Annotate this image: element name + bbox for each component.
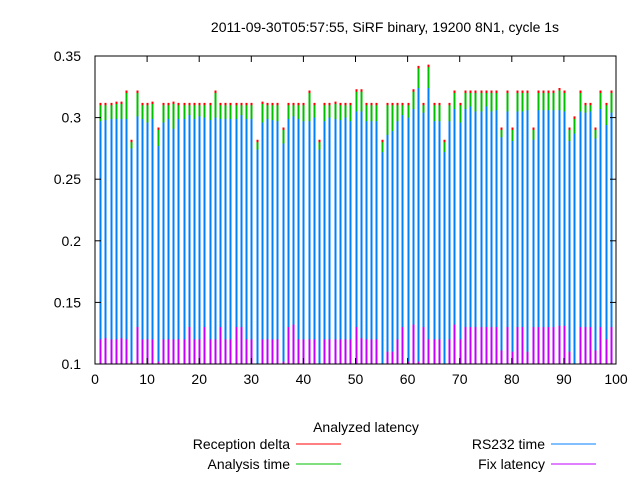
x-tick-label: 40 <box>296 371 312 387</box>
y-tick-label: 0.25 <box>54 171 81 187</box>
bars-layer <box>99 64 613 364</box>
x-tick-label: 20 <box>191 371 207 387</box>
legend-label: Fix latency <box>478 456 545 472</box>
y-tick-label: 0.3 <box>62 110 82 126</box>
legend-label: Analysis time <box>208 456 291 472</box>
x-tick-label: 0 <box>91 371 99 387</box>
x-tick-label: 80 <box>504 371 520 387</box>
axes-layer: 0 10 20 30 40 50 60 70 80 90 100 0.1 0.15 0.2 0.25 0.3 0… <box>54 48 628 387</box>
x-tick-label: 30 <box>244 371 260 387</box>
series-fix-latency <box>99 324 613 364</box>
y-tick-label: 0.15 <box>54 294 81 310</box>
x-tick-label: 90 <box>556 371 572 387</box>
x-tick-label: 100 <box>604 371 628 387</box>
y-tick-label: 0.35 <box>54 48 81 64</box>
x-tick-label: 70 <box>452 371 468 387</box>
legend-label: Reception delta <box>193 436 291 452</box>
series-rs232-time <box>99 88 613 364</box>
legend: Analyzed latency Reception delta Analysis… <box>193 419 596 472</box>
x-tick-label: 50 <box>348 371 364 387</box>
y-tick-label: 0.2 <box>62 233 82 249</box>
y-tick-label: 0.1 <box>62 356 82 372</box>
legend-label: RS232 time <box>472 436 545 452</box>
legend-title: Analyzed latency <box>313 419 419 435</box>
x-tick-label: 60 <box>400 371 416 387</box>
x-tick-label: 10 <box>139 371 155 387</box>
chart-title: 2011-09-30T05:57:55, SiRF binary, 19200 … <box>211 19 559 35</box>
